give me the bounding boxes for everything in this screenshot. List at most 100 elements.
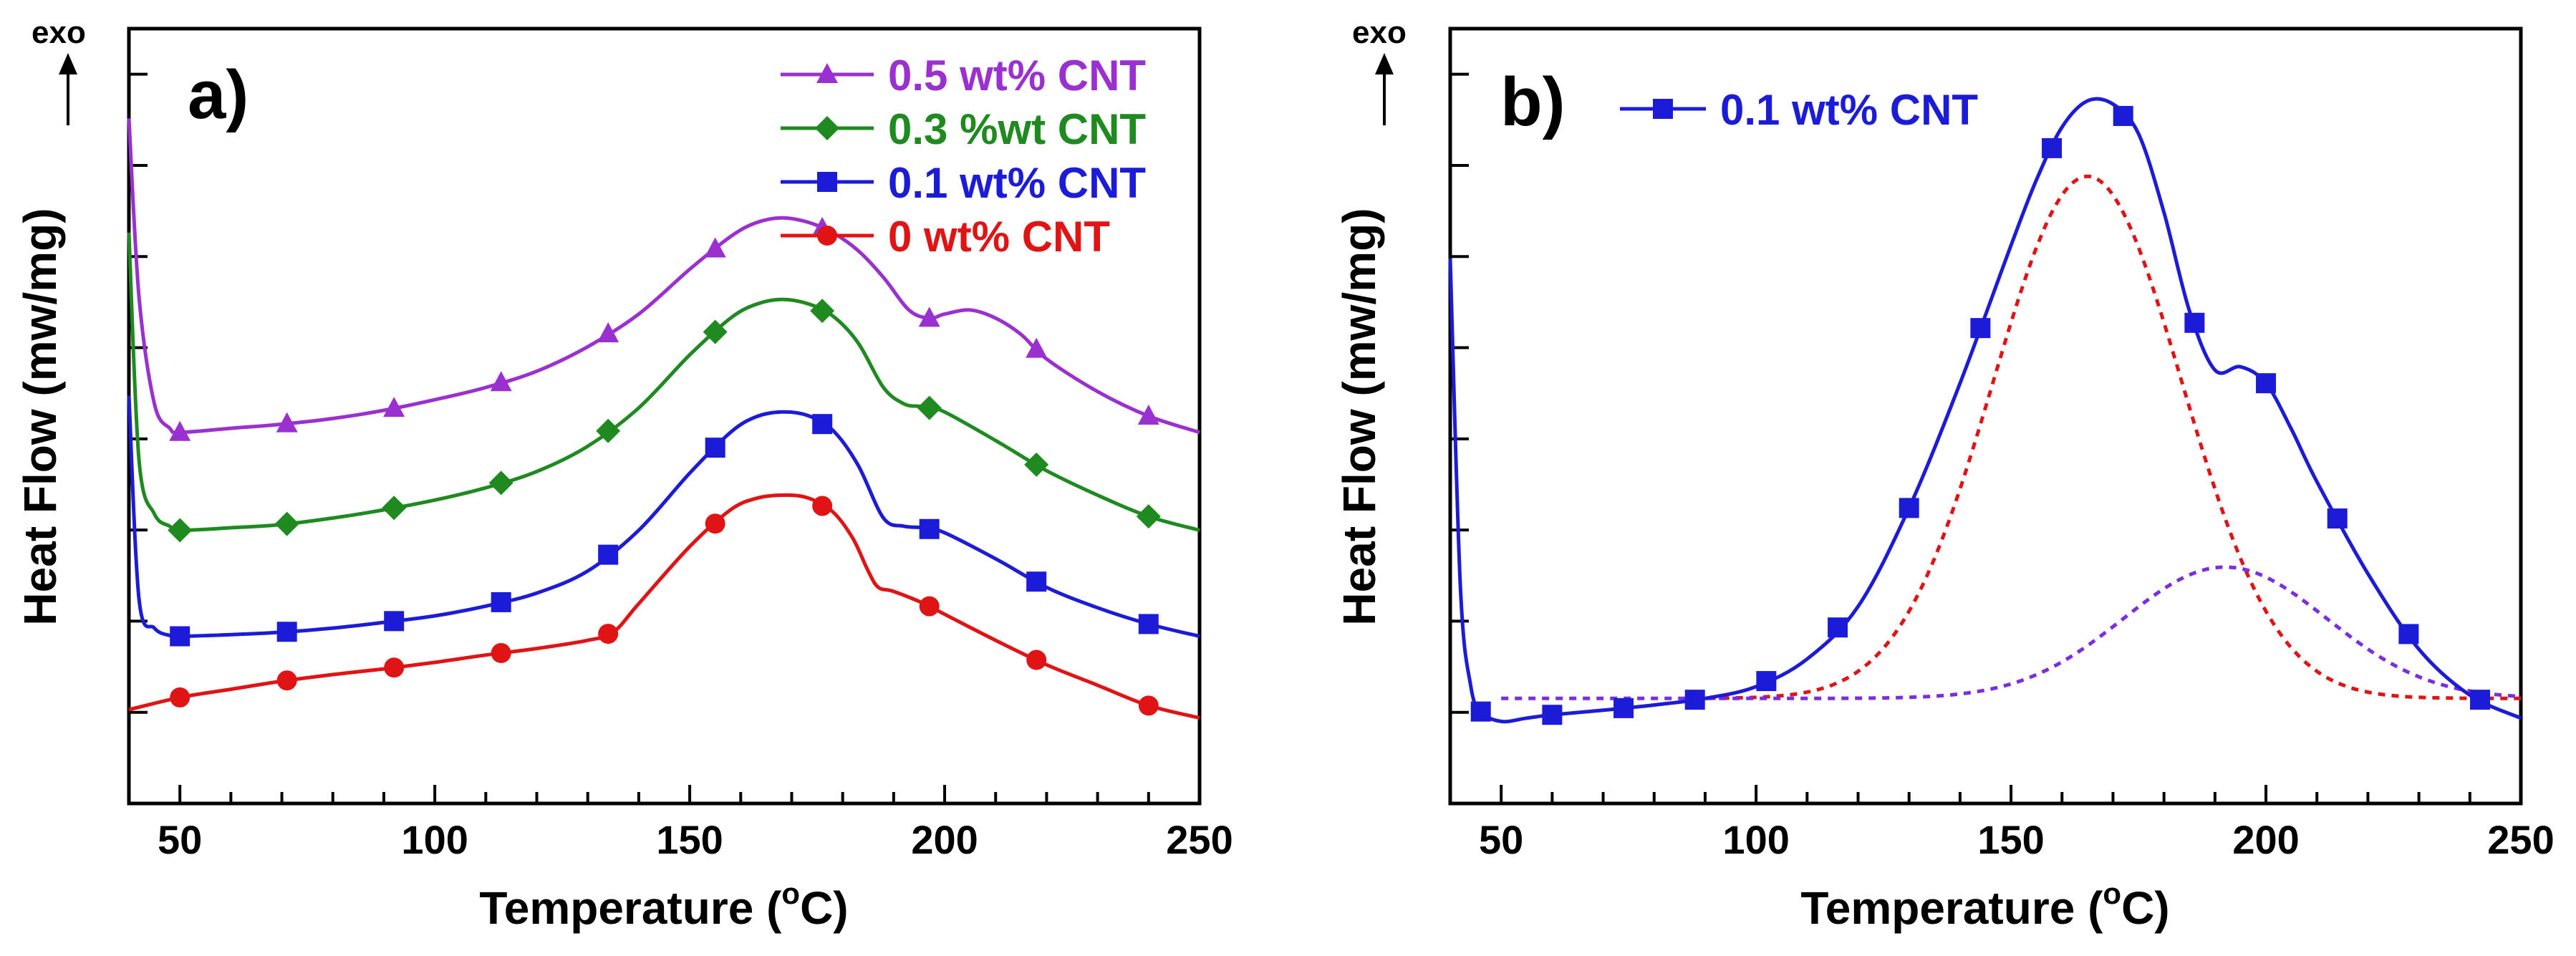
- legend-item: 0.1 wt% CNT: [1620, 86, 1978, 134]
- legend-item: 0.1 wt% CNT: [781, 159, 1146, 207]
- series-0-3-wt-cnt: [127, 232, 1200, 543]
- data-point: [1024, 452, 1049, 477]
- legend-label: 0.5 wt% CNT: [888, 52, 1146, 100]
- panel-a-series: [127, 118, 1200, 720]
- series-0-wt-cnt: [128, 493, 1200, 720]
- data-point: [703, 319, 728, 344]
- x-tick-label: 100: [401, 817, 468, 862]
- series-0-1-wt-cnt: [1448, 97, 2522, 725]
- panel-a-exo-label: exo: [32, 15, 86, 50]
- data-point: [1137, 405, 1159, 425]
- data-point: [170, 626, 190, 647]
- series-line: [127, 232, 1200, 533]
- data-point: [276, 412, 298, 433]
- data-point: [2398, 624, 2419, 644]
- x-tick-label: 50: [158, 817, 202, 862]
- data-point: [276, 622, 297, 642]
- data-point: [919, 596, 940, 617]
- data-point: [704, 237, 726, 258]
- x-tick-label: 100: [1722, 817, 1789, 862]
- x-tick-label: 200: [2232, 817, 2299, 862]
- panel-a-ylabel: Heat Flow (mw/mg): [14, 208, 66, 625]
- data-point: [705, 438, 725, 458]
- data-point: [705, 513, 725, 534]
- fit-curve-fit-peak-2: [1501, 565, 2519, 700]
- panel-b-exo-label: exo: [1352, 15, 1407, 50]
- data-point: [2042, 137, 2063, 158]
- data-point: [1026, 571, 1047, 592]
- legend-item: 0 wt% CNT: [781, 213, 1110, 261]
- data-point: [596, 418, 621, 443]
- data-point: [274, 511, 299, 536]
- panel-b-plot-frame: [1448, 26, 2523, 806]
- data-point: [1970, 318, 1991, 339]
- legend-marker: [816, 63, 838, 83]
- data-point: [276, 670, 297, 691]
- data-point: [1542, 705, 1563, 725]
- series-0-5-wt-cnt: [127, 118, 1200, 441]
- data-point: [810, 299, 835, 324]
- data-point: [2184, 312, 2205, 333]
- panel-b-x-ticks: 50 100 150 200 250: [1449, 785, 2555, 862]
- panel-a-xlabel: Temperature (oC): [479, 877, 848, 934]
- data-point: [1138, 695, 1159, 716]
- data-point: [2256, 373, 2277, 394]
- x-tick-label: 150: [656, 817, 723, 862]
- data-point: [1828, 617, 1848, 638]
- series-line: [1448, 97, 2522, 724]
- panel-a-x-ticks: 50 100 150 200 250: [127, 785, 1233, 862]
- legend-label: 0 wt% CNT: [888, 213, 1110, 261]
- data-point: [2113, 105, 2133, 126]
- legend-label: 0.1 wt% CNT: [1720, 86, 1978, 134]
- legend-item: 0.3 %wt CNT: [781, 105, 1146, 153]
- legend-label: 0.1 wt% CNT: [888, 159, 1146, 207]
- data-point: [384, 657, 405, 678]
- data-point: [1026, 650, 1047, 670]
- panel-a-legend: 0.5 wt% CNT 0.3 %wt CNT 0.1 wt% CNT 0 wt% C…: [781, 52, 1146, 261]
- panel-b-exo-arrow: [1375, 53, 1394, 125]
- data-point: [1613, 697, 1634, 718]
- legend-marker: [1653, 99, 1673, 119]
- data-point: [812, 414, 833, 435]
- data-point: [1136, 504, 1161, 529]
- data-point: [491, 592, 511, 612]
- data-point: [1756, 671, 1777, 692]
- panel-a-label: a): [188, 57, 249, 133]
- data-point: [384, 611, 405, 632]
- panel-a-exo-arrow: [59, 53, 77, 125]
- data-point: [598, 544, 619, 565]
- data-point: [1026, 337, 1048, 358]
- legend-label: 0.3 %wt CNT: [888, 105, 1146, 153]
- panel-b-series: [1448, 97, 2522, 725]
- panel-b-label: b): [1500, 64, 1566, 140]
- series-0-1-wt-cnt: [127, 395, 1200, 647]
- panel-b-ylabel: Heat Flow (mw/mg): [1333, 208, 1385, 625]
- x-tick-label: 250: [1166, 817, 1232, 862]
- panel-a-chart: 50 100 150 200 250 0.5 wt% CNT 0.3 %wt CNT 0.1…: [14, 15, 1233, 934]
- x-tick-label: 200: [911, 817, 978, 862]
- x-tick-label: 150: [1977, 817, 2044, 862]
- legend-item: 0.5 wt% CNT: [781, 52, 1146, 100]
- data-point: [2327, 508, 2348, 529]
- panel-b-xlabel: Temperature (oC): [1800, 877, 2169, 934]
- data-point: [917, 395, 942, 420]
- legend-marker: [815, 116, 839, 140]
- data-point: [919, 518, 940, 539]
- data-point: [2470, 690, 2491, 710]
- x-tick-label: 250: [2487, 817, 2554, 862]
- x-tick-label: 50: [1479, 817, 1523, 862]
- data-point: [383, 397, 405, 417]
- data-point: [382, 496, 407, 521]
- data-point: [598, 624, 619, 644]
- data-point: [169, 420, 191, 441]
- data-point: [1138, 614, 1159, 634]
- panel-b-legend: 0.1 wt% CNT: [1620, 86, 1978, 134]
- data-point: [491, 642, 511, 663]
- data-point: [812, 496, 833, 516]
- data-point: [490, 371, 512, 392]
- data-point: [170, 687, 190, 708]
- data-point: [918, 306, 940, 327]
- data-point: [1899, 498, 1919, 518]
- legend-marker: [817, 226, 837, 246]
